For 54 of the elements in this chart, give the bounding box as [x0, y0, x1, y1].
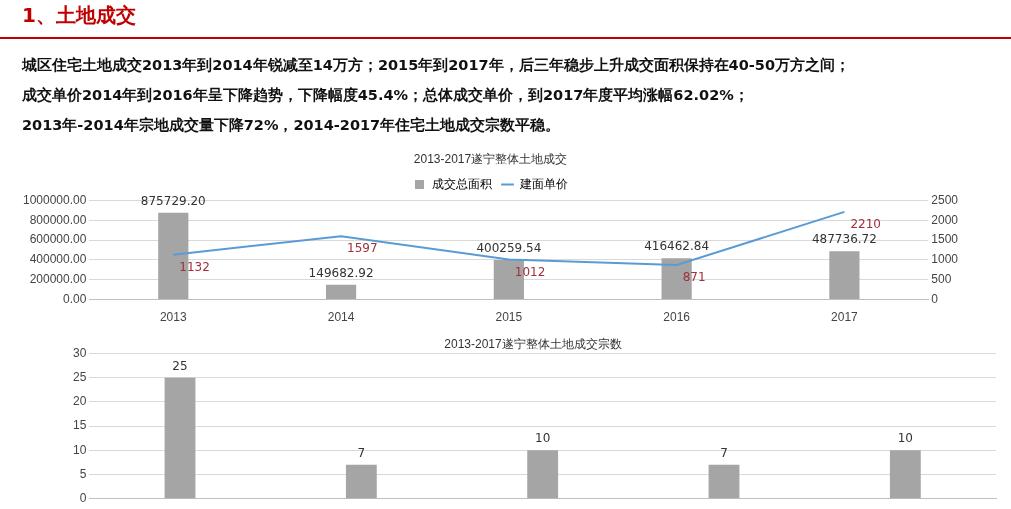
y-tick-label: 25 — [72, 369, 87, 384]
y-tick-label: 800000.00 — [29, 212, 87, 227]
y2-tick-label: 0 — [931, 291, 939, 306]
y-tick-label: 400000.00 — [29, 252, 87, 267]
data-label: 7 — [720, 446, 728, 460]
legend-label: 建面单价 — [518, 176, 568, 191]
x-tick-label: 2016 — [663, 310, 691, 325]
y-tick-label: 1000000.00 — [22, 192, 87, 207]
y-tick-label: 200000.00 — [29, 272, 87, 287]
data-label: 416462.84 — [644, 239, 710, 254]
x-tick-label: 2015 — [495, 310, 523, 325]
y2-tick-label: 2000 — [931, 212, 959, 227]
data-label: 149682.92 — [308, 265, 374, 280]
y-tick-label: 20 — [72, 394, 87, 409]
data-label: 10 — [897, 431, 913, 446]
y2-tick-label: 1000 — [931, 252, 959, 267]
data-label: 400259.54 — [476, 241, 542, 256]
text: 2013年-2014年宗地成交量下降72%，2014-2017年住宅土地成交宗数平稳。 — [22, 116, 561, 135]
x-tick-label: 2017 — [831, 310, 859, 325]
y-tick-label: 600000.00 — [29, 232, 87, 247]
y2-tick-label: 500 — [931, 272, 952, 287]
text: 成交单价2014年到2016年呈下降趋势，下降幅度45.4%；总体成交单价，到2017年度平均涨幅62.02%； — [22, 86, 749, 105]
text: 城区住宅土地成交2013年到2014年锐减至14万方；2015年到2017年，后三年稳步上升成交面积保持在40-50万方之间； — [22, 56, 850, 75]
chart-title: 2013-2017遂宁整体土地成交 — [413, 151, 568, 166]
y2-tick-label: 1500 — [931, 232, 959, 247]
y-tick-label: 0 — [79, 491, 87, 506]
x-tick-label: 2014 — [327, 310, 355, 325]
data-label: 7 — [357, 446, 366, 460]
bar — [889, 450, 921, 499]
data-label: 487736.72 — [811, 232, 877, 247]
y-tick-label: 30 — [72, 345, 87, 360]
bar — [708, 464, 740, 499]
y-tick-label: 10 — [72, 442, 87, 457]
bar — [325, 284, 357, 300]
data-label: 871 — [682, 270, 706, 285]
x-tick-label: 2013 — [159, 310, 187, 325]
bar — [527, 450, 559, 499]
data-label: 10 — [535, 431, 551, 446]
data-label: 25 — [172, 358, 188, 373]
bar — [345, 464, 377, 499]
chart-title: 2013-2017遂宁整体土地成交宗数 — [444, 336, 622, 351]
data-label: 1132 — [179, 259, 210, 274]
y-tick-label: 5 — [79, 466, 87, 481]
y2-tick-label: 2500 — [931, 192, 959, 207]
bar — [164, 377, 196, 499]
data-label: 1597 — [347, 241, 378, 256]
data-label: 875729.20 — [140, 193, 206, 208]
data-label: 1012 — [514, 264, 546, 279]
data-label: 2210 — [850, 217, 881, 232]
legend-label: 成交总面积 — [431, 176, 492, 191]
y-tick-label: 0.00 — [63, 291, 87, 306]
y-tick-label: 15 — [72, 418, 87, 433]
bar — [829, 251, 860, 300]
text: 1、土地成交 — [22, 2, 136, 29]
